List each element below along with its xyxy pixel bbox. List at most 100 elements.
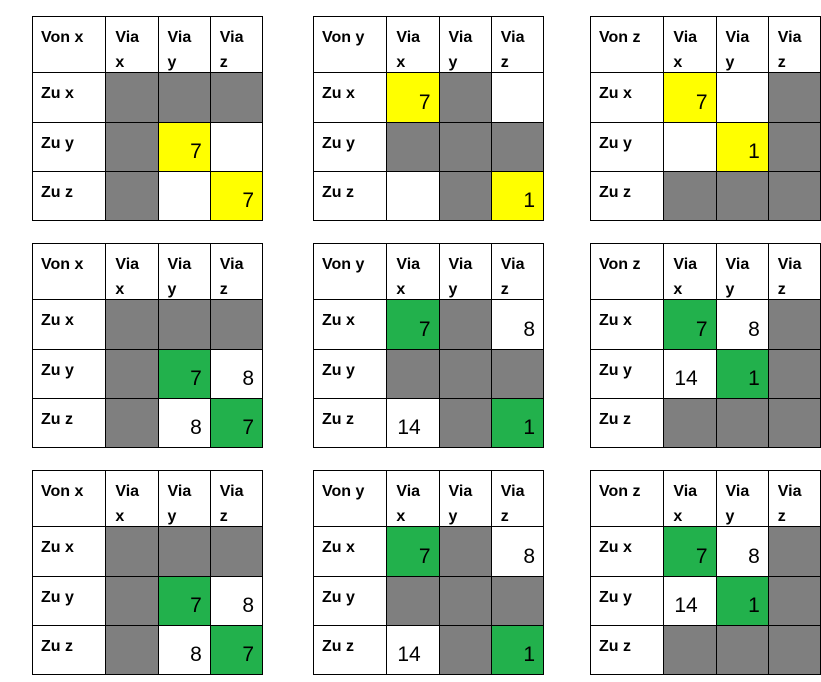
cost-cell [438,170,492,222]
row-header-label: Zu x [599,539,632,557]
row-header-label: Zu x [322,539,355,557]
cost-value: 7 [695,90,708,114]
column-header-label: Via z [219,29,244,71]
corner-label: Von x [41,256,84,273]
row-header: Zu y [312,348,388,399]
cost-cell [490,72,545,123]
row-header: Zu y [31,348,107,399]
table-row: Zu z 1 [312,170,545,222]
column-header-label: Via x [673,483,698,525]
column-header-label: Via x [396,483,421,525]
column-header: Via z [490,469,545,528]
column-header-label: Via x [673,29,698,71]
corner-cell: Von x [31,15,107,74]
distance-table: Von z Via x Via y Via z Zu x 7 Zu y 1 Zu z [589,15,821,222]
cost-cell [767,170,821,222]
cost-value: 1 [523,189,535,212]
row-header-label: Zu x [41,312,74,330]
row-header: Zu z [31,624,107,676]
table-row: Zu x [31,72,264,123]
cost-value: 7 [242,643,254,666]
column-header: Via x [386,242,440,301]
column-header-label: Via z [500,483,525,525]
column-header: Via x [386,15,440,74]
cost-cell [767,72,821,123]
cost-value: 8 [190,416,202,439]
cost-value: 1 [748,139,760,163]
table-row: Zu z 8 7 [31,624,264,676]
cost-cell: 1 [715,575,769,626]
cost-cell: 1 [490,624,545,676]
cost-cell [386,575,440,626]
row-header-label: Zu z [41,637,73,655]
corner-label: Von x [41,483,84,500]
cost-cell: 7 [386,526,440,577]
row-header-label: Zu y [322,588,355,606]
row-header-label: Zu x [41,85,74,103]
row-header-label: Zu x [322,85,355,103]
row-header-label: Zu x [599,312,632,330]
cost-value: 7 [695,317,708,341]
cost-cell [209,72,264,123]
column-header: Via z [490,15,545,74]
cost-cell: 8 [715,299,769,350]
cost-value: 7 [418,90,431,114]
column-header: Via z [767,242,821,301]
table-row: Zu y [312,575,545,626]
table-row: Zu z [589,170,821,222]
row-header-label: Zu x [41,539,74,557]
cost-cell [663,624,717,676]
table-row: Zu y 1 [589,121,821,172]
column-header-label: Via z [219,256,244,298]
column-header-label: Via z [777,29,802,71]
column-header: Via y [438,242,492,301]
cost-cell: 8 [715,526,769,577]
row-header-label: Zu z [322,410,354,428]
column-header: Via y [438,469,492,528]
cost-cell [105,170,159,222]
table-row: Zu y [312,348,545,399]
column-header: Via z [490,242,545,301]
cost-value: 7 [695,544,708,568]
row-header-label: Zu z [599,637,631,655]
table-row: Zu z 14 1 [312,397,545,449]
table-row: Zu x 7 [589,72,821,123]
column-header-label: Via x [115,256,140,298]
cost-cell [715,72,769,123]
column-header: Via z [767,469,821,528]
cost-cell: 7 [209,170,264,222]
row-header-label: Zu y [599,134,632,152]
cost-cell [105,575,159,626]
cost-cell [767,575,821,626]
cost-cell: 8 [209,575,264,626]
cost-cell: 8 [490,299,545,350]
row-header: Zu x [31,72,107,123]
column-header: Via x [105,469,159,528]
cost-cell [490,348,545,399]
row-header-label: Zu y [322,134,355,152]
cost-cell: 8 [157,397,211,449]
row-header-label: Zu z [41,183,73,201]
row-header: Zu x [312,299,388,350]
row-header: Zu z [31,170,107,222]
row-header-label: Zu z [322,183,354,201]
cost-cell: 14 [386,624,440,676]
table-row: Zu x [31,526,264,577]
row-header: Zu x [31,526,107,577]
row-header-label: Zu y [41,134,74,152]
cost-value: 14 [397,643,421,666]
cost-cell: 8 [157,624,211,676]
column-header-label: Via y [167,29,192,71]
cost-cell [438,299,492,350]
column-header: Via x [663,242,717,301]
column-header: Via z [209,469,264,528]
cost-cell [767,526,821,577]
corner-label: Von z [599,256,641,273]
row-header: Zu y [312,575,388,626]
column-header: Via y [715,15,769,74]
column-header-label: Via z [777,483,802,525]
table-row: Zu y 7 8 [31,575,264,626]
column-header: Via y [715,469,769,528]
cost-cell: 7 [663,526,717,577]
cost-cell: 7 [157,121,211,172]
